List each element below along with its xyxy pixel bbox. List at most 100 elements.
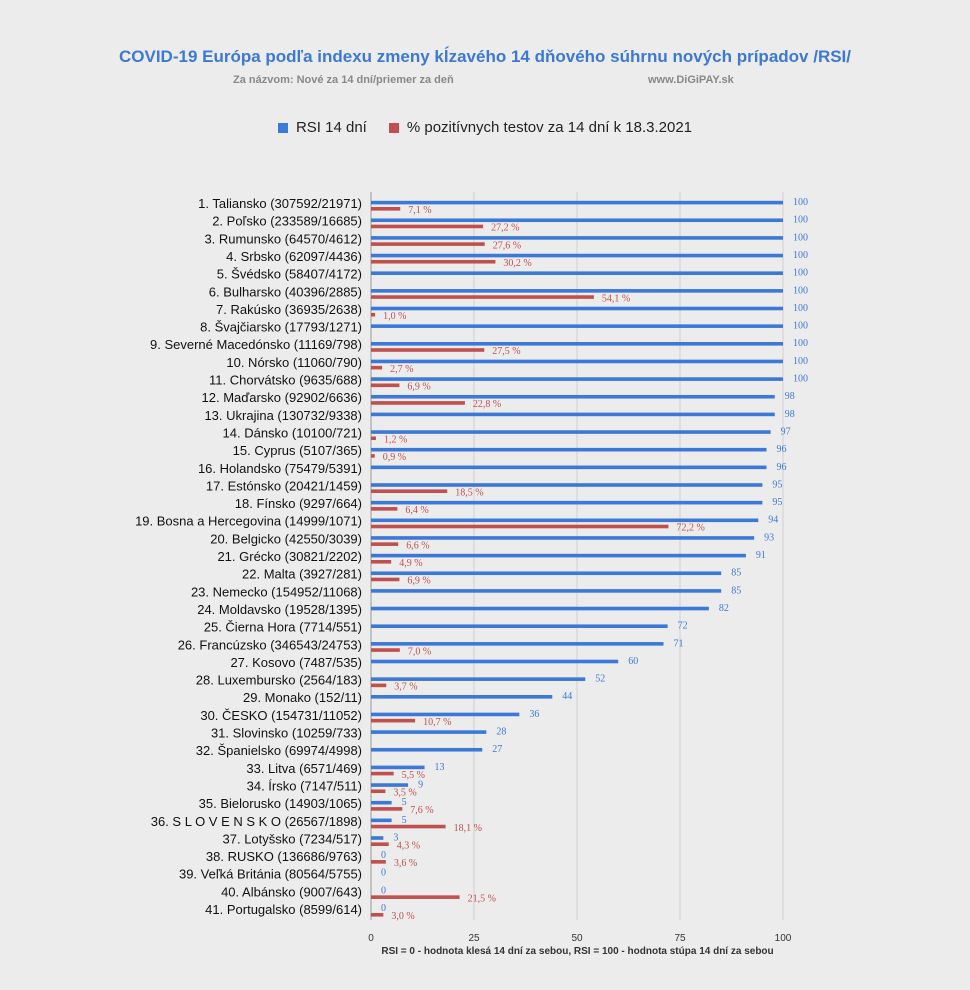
category-label: 9. Severné Macedónsko (11169/798) <box>150 337 362 352</box>
category-label: 32. Španielsko (69974/4998) <box>196 743 362 758</box>
positive-value-label: 2,7 % <box>390 364 413 375</box>
positive-bar <box>371 401 465 405</box>
rsi-value-label: 98 <box>785 391 795 402</box>
rsi-value-label: 9 <box>418 779 423 790</box>
positive-bar <box>371 771 394 776</box>
category-label: 3. Rumunsko (64570/4612) <box>204 231 362 246</box>
rsi-value-label: 91 <box>756 550 766 561</box>
rsi-value-label: 0 <box>381 850 386 861</box>
category-label: 22. Malta (3927/281) <box>242 567 362 582</box>
rsi-value-label: 100 <box>793 285 808 296</box>
category-label: 18. Fínsko (9297/664) <box>235 496 362 511</box>
rsi-bar <box>371 695 553 699</box>
rsi-value-label: 95 <box>772 479 782 490</box>
rsi-bar <box>371 289 783 293</box>
positive-bar <box>371 913 384 917</box>
category-label: 21. Grécko (30821/2202) <box>217 549 362 564</box>
category-label: 33. Litva (6571/469) <box>246 761 362 776</box>
category-label: 41. Portugalsko (8599/614) <box>205 902 362 917</box>
positive-value-label: 72,2 % <box>676 523 704 534</box>
category-label: 7. Rakúsko (36935/2638) <box>216 302 362 317</box>
rsi-value-label: 100 <box>793 374 808 385</box>
rsi-value-label: 97 <box>781 426 791 437</box>
rsi-value-label: 0 <box>381 903 386 914</box>
rsi-value-label: 52 <box>595 674 605 685</box>
positive-bar <box>371 860 386 864</box>
positive-value-label: 7,6 % <box>410 805 433 816</box>
rsi-bar <box>371 624 668 628</box>
category-label: 2. Poľsko (233589/16685) <box>212 214 362 229</box>
chart-title: COVID-19 Európa podľa indexu zmeny kĺzav… <box>118 47 852 66</box>
positive-value-label: 1,0 % <box>383 311 406 322</box>
category-label: 34. Írsko (7147/511) <box>247 778 362 793</box>
rsi-value-label: 71 <box>674 638 684 649</box>
rsi-bar <box>371 571 722 576</box>
category-label: 16. Holandsko (75479/5391) <box>198 461 362 476</box>
legend-item-rsi: RSI 14 dní <box>277 119 367 136</box>
positive-bar <box>371 242 485 246</box>
rsi-bar <box>371 359 783 364</box>
category-label: 37. Lotyšsko (7234/517) <box>223 831 362 846</box>
positive-bar <box>371 365 383 370</box>
rsi-value-label: 5 <box>402 797 407 808</box>
positive-value-label: 6,9 % <box>407 576 430 587</box>
category-label: 5. Švédsko (58407/4172) <box>217 267 362 282</box>
positive-value-label: 0,9 % <box>383 452 406 463</box>
rsi-bar <box>371 642 664 646</box>
positive-value-label: 5,5 % <box>402 770 425 781</box>
rsi-bar <box>371 447 767 452</box>
category-label: 25. Čierna Hora (7714/551) <box>204 620 362 635</box>
source-credit: www.DiGiPAY.sk <box>648 74 734 86</box>
positive-value-label: 27,6 % <box>493 240 521 251</box>
rsi-bar <box>371 836 384 840</box>
positive-bar <box>371 577 400 582</box>
rsi-bar <box>371 377 783 381</box>
rsi-bar <box>371 589 722 593</box>
chart-subtitle: Za názvom: Nové za 14 dní/priemer za deň <box>233 74 454 86</box>
positive-bar <box>371 348 485 352</box>
positive-value-label: 6,4 % <box>405 505 428 516</box>
legend-label-positive: % pozitívnych testov za 14 dní k 18.3.20… <box>406 119 693 136</box>
category-label: 23. Nemecko (154952/11068) <box>191 584 362 599</box>
positive-bar <box>371 224 484 229</box>
rsi-value-label: 0 <box>381 885 386 896</box>
positive-value-label: 21,5 % <box>468 893 496 904</box>
category-label: 28. Luxembursko (2564/183) <box>196 673 362 688</box>
rsi-bar <box>371 271 783 275</box>
rsi-bar <box>371 800 392 805</box>
positive-value-label: 3,6 % <box>394 858 417 869</box>
positive-bar <box>371 489 448 493</box>
positive-value-label: 18,5 % <box>455 487 483 498</box>
category-label: 6. Bulharsko (40396/2885) <box>209 284 362 299</box>
positive-value-label: 3,0 % <box>391 911 414 922</box>
rsi-value-label: 100 <box>793 303 808 314</box>
legend-swatch-rsi <box>277 122 288 133</box>
category-label: 1. Taliansko (307592/21971) <box>198 196 362 211</box>
rsi-bar <box>371 783 409 787</box>
rsi-value-label: 96 <box>777 444 787 455</box>
rsi-bar <box>371 465 767 470</box>
rsi-bar <box>371 677 586 681</box>
rsi-value-label: 60 <box>628 656 638 667</box>
rsi-value-label: 100 <box>793 268 808 279</box>
rsi-bar <box>371 342 783 346</box>
category-label: 38. RUSKO (136686/9763) <box>206 849 362 864</box>
rsi-value-label: 0 <box>381 868 386 879</box>
positive-bar <box>371 789 386 794</box>
positive-value-label: 10,7 % <box>423 717 451 728</box>
positive-bar <box>371 295 594 299</box>
x-tick-label: 100 <box>775 933 792 944</box>
rsi-bar <box>371 518 759 523</box>
positive-value-label: 3,5 % <box>393 787 416 798</box>
rsi-value-label: 94 <box>768 515 778 526</box>
positive-value-label: 27,5 % <box>492 346 520 357</box>
rsi-value-label: 100 <box>793 338 808 349</box>
positive-value-label: 30,2 % <box>503 258 531 269</box>
rsi-value-label: 3 <box>393 832 398 843</box>
positive-bar <box>371 842 389 846</box>
rsi-value-label: 44 <box>562 691 572 702</box>
positive-bar <box>371 454 375 458</box>
positive-value-label: 27,2 % <box>491 223 519 234</box>
positive-bar <box>371 895 460 899</box>
positive-value-label: 1,2 % <box>384 434 407 445</box>
